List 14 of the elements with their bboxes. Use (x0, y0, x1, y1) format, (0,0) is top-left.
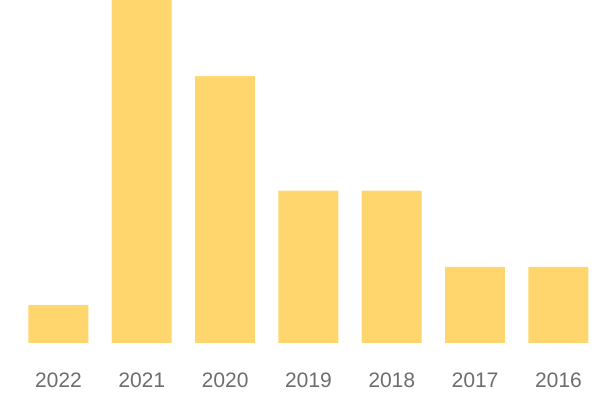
bar (28, 304, 88, 343)
x-tick-label: 2021 (118, 369, 166, 392)
x-tick-label: 2016 (534, 369, 582, 392)
x-tick-label: 2019 (284, 369, 332, 392)
bar (528, 266, 588, 343)
bar (445, 266, 506, 343)
x-tick-label: 2020 (202, 369, 248, 392)
x-tick-label: 2017 (452, 369, 498, 392)
x-tick-label: 2022 (35, 369, 82, 392)
bar (195, 76, 256, 343)
x-tick-label: 2018 (368, 369, 416, 392)
bar (362, 190, 422, 343)
bar (278, 190, 338, 343)
bar (112, 0, 172, 343)
